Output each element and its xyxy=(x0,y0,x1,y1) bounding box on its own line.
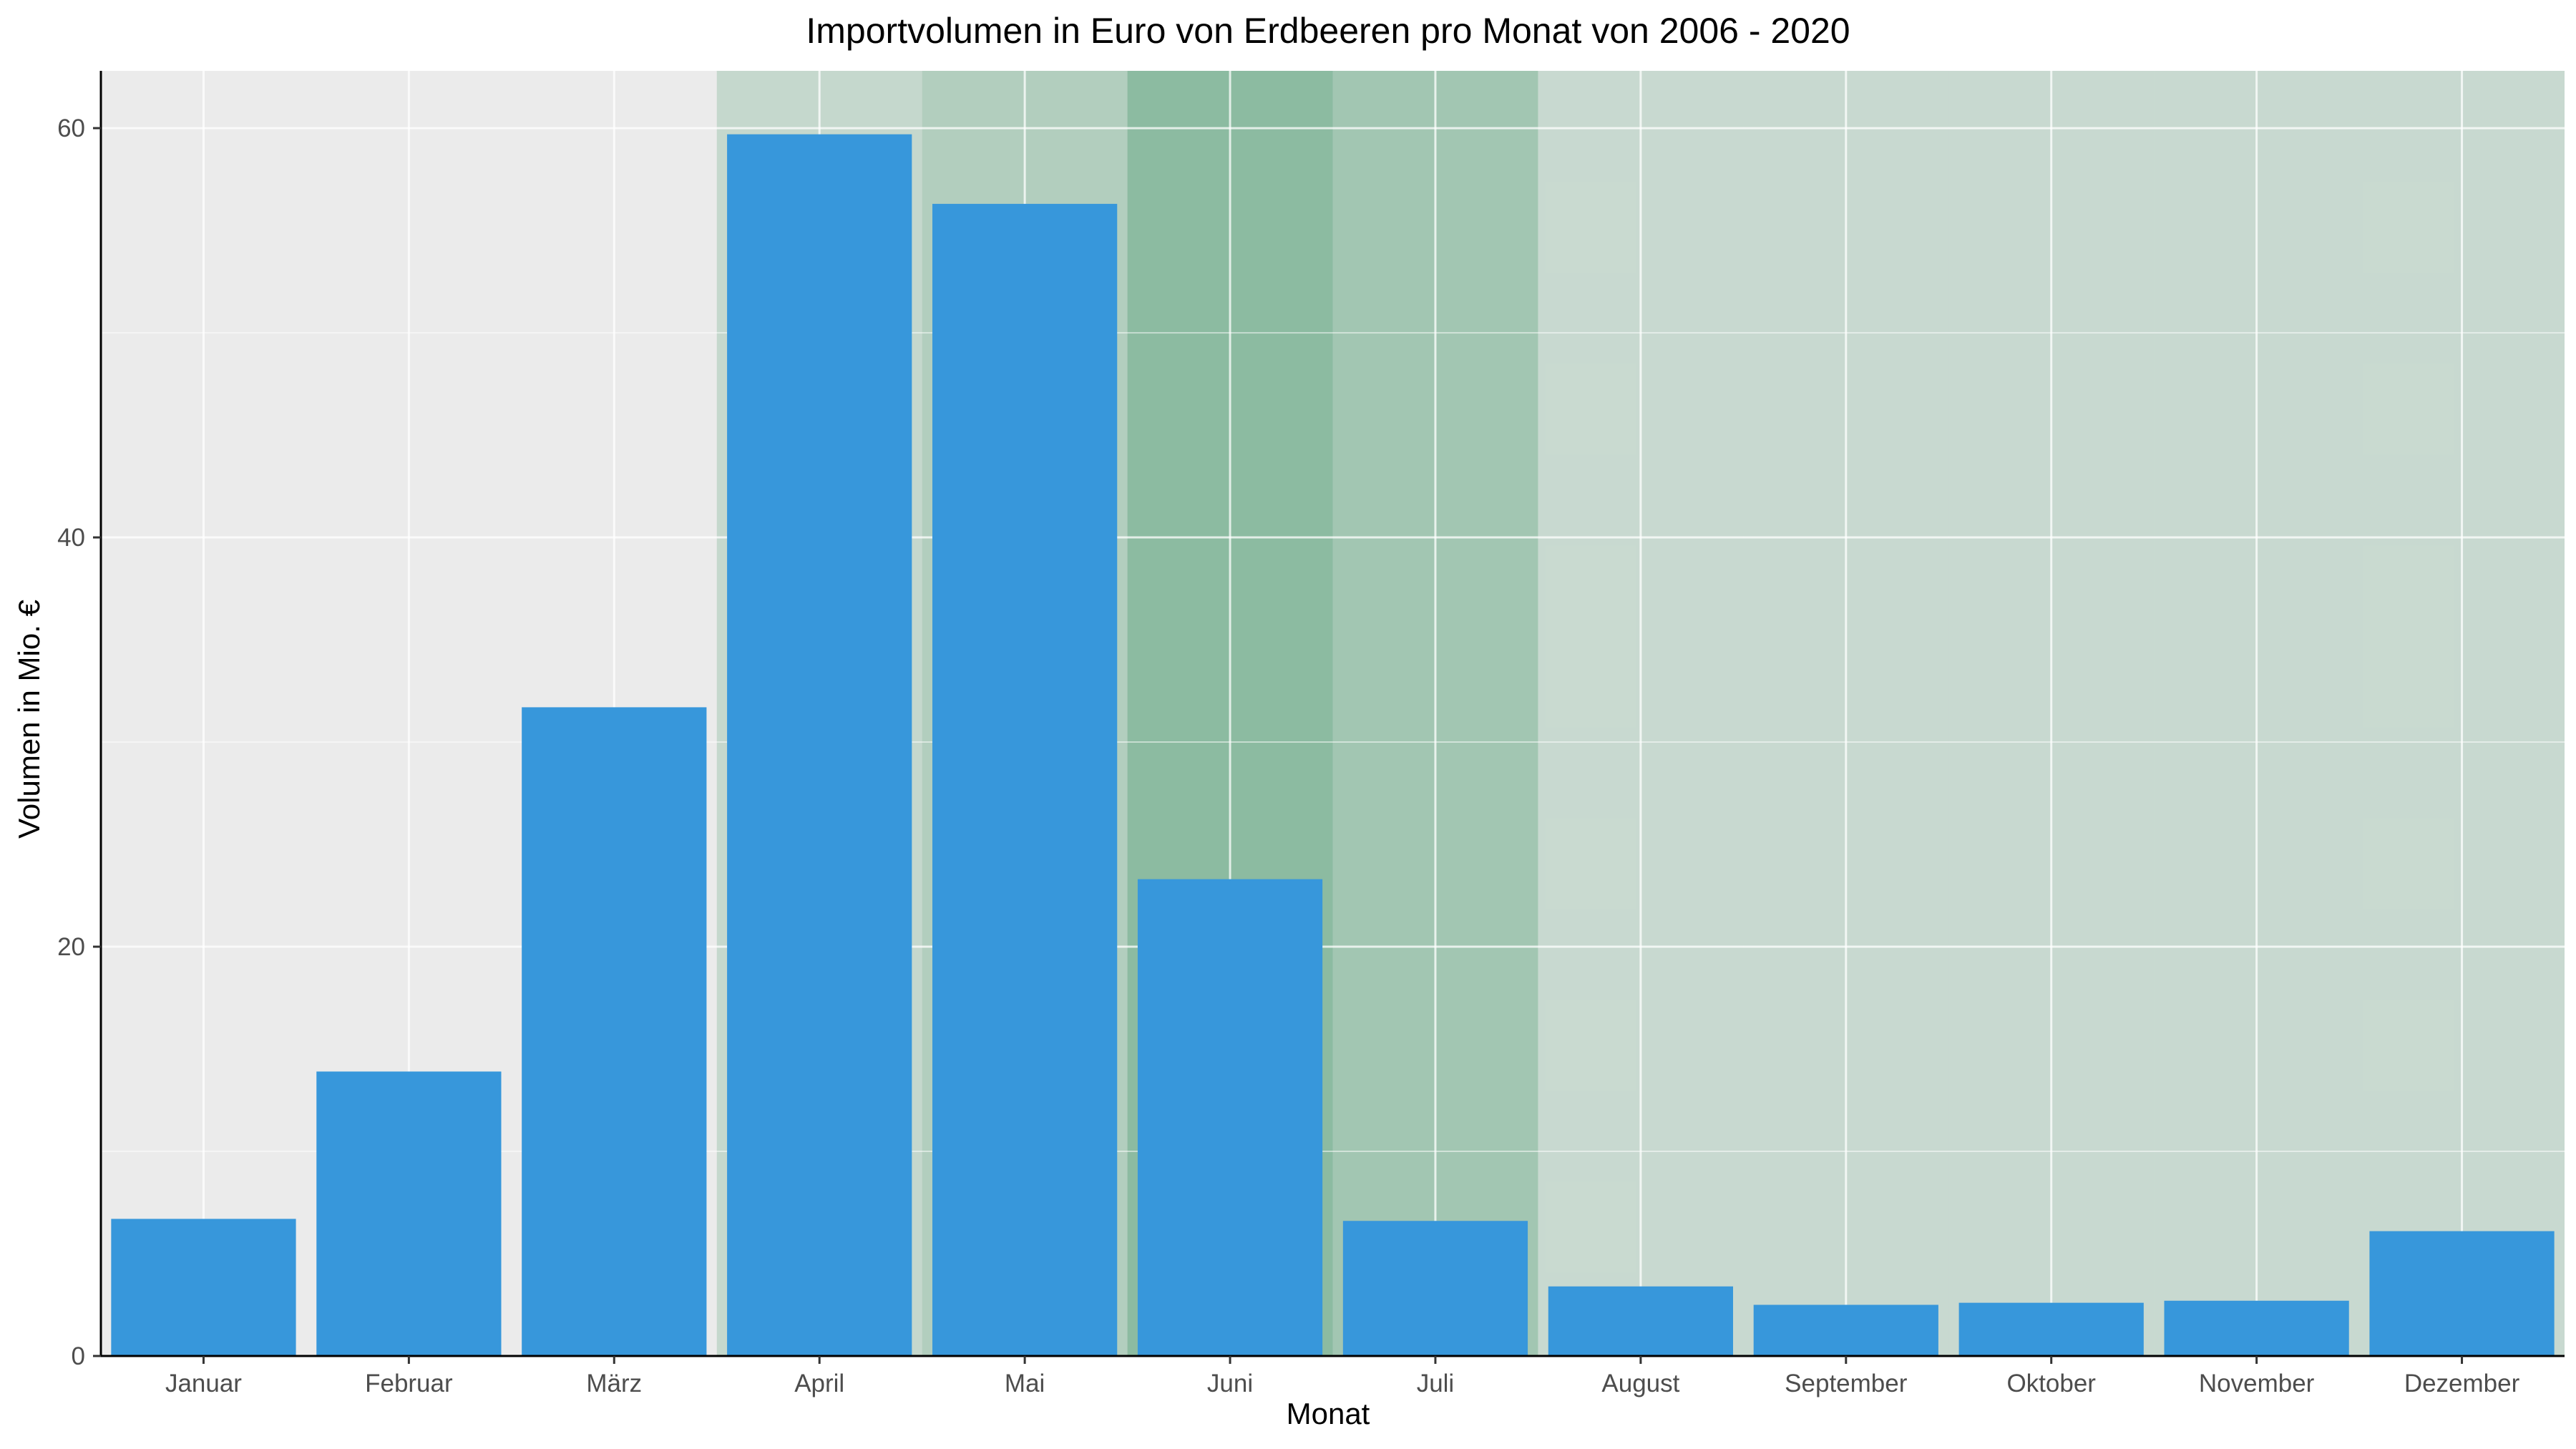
y-axis-label: Volumen in Mio. € xyxy=(12,600,46,839)
x-tick-label: Februar xyxy=(365,1370,453,1397)
x-tick-label: Januar xyxy=(165,1370,242,1397)
bar-mai xyxy=(932,203,1118,1356)
x-tick-label: August xyxy=(1601,1370,1679,1397)
x-tick-label: November xyxy=(2199,1370,2315,1397)
bar-september xyxy=(1753,1304,1938,1356)
x-tick-label: Oktober xyxy=(2006,1370,2096,1397)
bar-juni xyxy=(1137,879,1323,1356)
x-tick-label: April xyxy=(794,1370,844,1397)
bar-november xyxy=(2164,1300,2349,1356)
y-tick-label: 60 xyxy=(57,114,85,142)
bar-august xyxy=(1548,1286,1733,1356)
y-tick-label: 40 xyxy=(57,524,85,552)
x-tick-label: Mai xyxy=(1005,1370,1045,1397)
y-tick-labels: 0 20 40 60 xyxy=(57,114,101,1370)
bar-januar xyxy=(111,1219,296,1356)
x-tick-label: März xyxy=(586,1370,642,1397)
x-tick-label: Juni xyxy=(1207,1370,1253,1397)
bar-dezember xyxy=(2369,1231,2555,1356)
y-tick-label: 20 xyxy=(57,933,85,961)
x-tick-label: Dezember xyxy=(2404,1370,2520,1397)
bar-märz xyxy=(522,707,707,1356)
x-tick-label: Juli xyxy=(1417,1370,1455,1397)
bars xyxy=(111,134,2555,1357)
axes xyxy=(99,71,2565,1357)
bar-juli xyxy=(1342,1221,1528,1356)
bar-april xyxy=(727,134,912,1357)
bar-oktober xyxy=(1958,1302,2144,1356)
chart-title: Importvolumen in Euro von Erdbeeren pro … xyxy=(806,11,1850,51)
bar-februar xyxy=(316,1071,502,1356)
x-tick-label: September xyxy=(1785,1370,1908,1397)
y-tick-label: 0 xyxy=(72,1342,85,1370)
x-axis-label: Monat xyxy=(1287,1397,1370,1430)
x-tick-labels: Januar Februar März April Mai Juni Juli August S… xyxy=(165,1356,2520,1397)
